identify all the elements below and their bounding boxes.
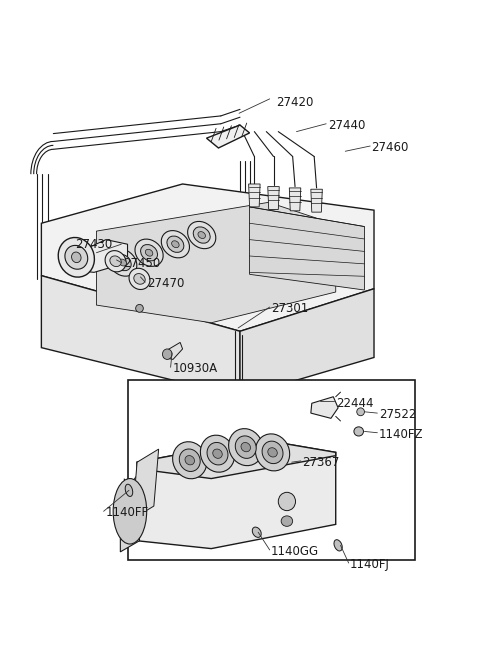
Ellipse shape xyxy=(108,249,137,276)
Text: 27367: 27367 xyxy=(302,456,339,468)
Ellipse shape xyxy=(180,449,200,472)
Ellipse shape xyxy=(185,455,194,465)
Polygon shape xyxy=(120,472,140,552)
Polygon shape xyxy=(268,186,279,209)
Polygon shape xyxy=(137,440,336,548)
Ellipse shape xyxy=(278,492,296,510)
Ellipse shape xyxy=(354,427,363,436)
Ellipse shape xyxy=(110,256,121,266)
Ellipse shape xyxy=(134,274,145,284)
Ellipse shape xyxy=(105,251,126,272)
Ellipse shape xyxy=(334,540,342,551)
Polygon shape xyxy=(163,342,182,359)
Ellipse shape xyxy=(162,349,172,359)
Text: 1140FZ: 1140FZ xyxy=(379,428,423,441)
Ellipse shape xyxy=(188,222,216,249)
Text: 27440: 27440 xyxy=(328,119,366,132)
Ellipse shape xyxy=(198,232,205,239)
Polygon shape xyxy=(137,440,336,479)
Polygon shape xyxy=(311,397,338,419)
Text: 22444: 22444 xyxy=(336,397,373,410)
Text: 27420: 27420 xyxy=(276,96,313,109)
Text: 27430: 27430 xyxy=(75,237,112,251)
Ellipse shape xyxy=(129,268,150,289)
Ellipse shape xyxy=(235,436,256,459)
Text: 1140FJ: 1140FJ xyxy=(350,558,390,571)
Ellipse shape xyxy=(72,252,81,262)
Ellipse shape xyxy=(167,236,184,253)
Text: 1140GG: 1140GG xyxy=(271,545,319,558)
Text: 27301: 27301 xyxy=(271,302,308,315)
Ellipse shape xyxy=(357,408,364,416)
Ellipse shape xyxy=(193,227,210,243)
Ellipse shape xyxy=(255,434,289,471)
Ellipse shape xyxy=(125,484,133,497)
Ellipse shape xyxy=(228,428,263,466)
Ellipse shape xyxy=(65,245,88,269)
Ellipse shape xyxy=(252,527,261,537)
Ellipse shape xyxy=(145,249,153,256)
Text: 1140FF: 1140FF xyxy=(106,506,149,519)
Ellipse shape xyxy=(207,442,228,465)
Ellipse shape xyxy=(58,237,95,277)
Ellipse shape xyxy=(119,259,127,266)
Polygon shape xyxy=(250,207,364,290)
Polygon shape xyxy=(132,449,158,519)
Ellipse shape xyxy=(213,449,222,459)
Ellipse shape xyxy=(135,239,163,266)
Polygon shape xyxy=(41,276,240,397)
Ellipse shape xyxy=(136,304,144,312)
Ellipse shape xyxy=(281,516,293,526)
Polygon shape xyxy=(311,189,323,212)
Polygon shape xyxy=(96,202,336,323)
Polygon shape xyxy=(240,289,374,397)
Polygon shape xyxy=(249,184,260,207)
Ellipse shape xyxy=(262,441,283,464)
Ellipse shape xyxy=(141,245,157,261)
Text: 27460: 27460 xyxy=(372,142,409,154)
Ellipse shape xyxy=(173,441,207,479)
Polygon shape xyxy=(63,239,128,272)
Bar xyxy=(128,380,415,560)
Text: 10930A: 10930A xyxy=(173,362,218,375)
Text: 27450: 27450 xyxy=(123,257,160,270)
Ellipse shape xyxy=(172,241,179,248)
Text: 27470: 27470 xyxy=(147,277,184,290)
Polygon shape xyxy=(206,125,250,148)
Ellipse shape xyxy=(241,443,251,452)
Polygon shape xyxy=(289,188,301,211)
Ellipse shape xyxy=(161,230,190,258)
Ellipse shape xyxy=(113,479,147,544)
Ellipse shape xyxy=(268,448,277,457)
Ellipse shape xyxy=(114,255,131,271)
Ellipse shape xyxy=(200,435,235,472)
Text: 27522: 27522 xyxy=(379,408,416,421)
Polygon shape xyxy=(41,184,374,331)
